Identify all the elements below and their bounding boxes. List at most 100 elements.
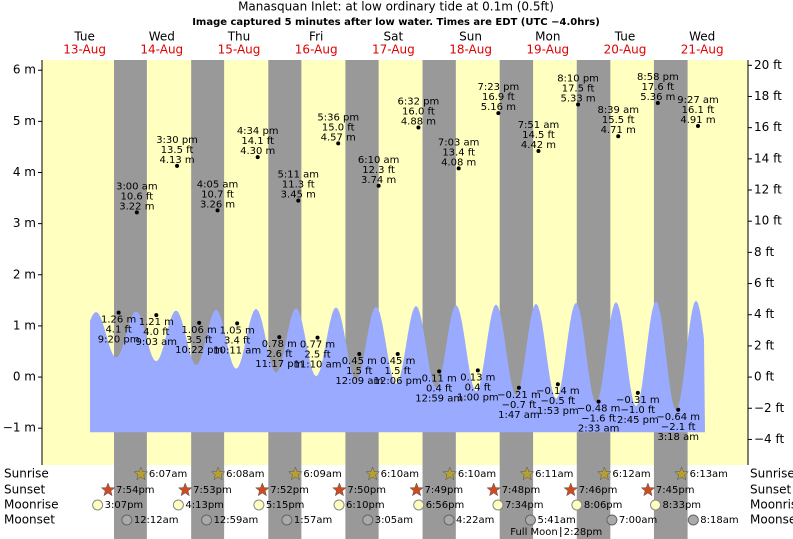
tide-m: 4.88 m	[401, 117, 436, 128]
tide-m: 3.74 m	[361, 175, 396, 186]
tide-point	[197, 320, 202, 325]
tide-m: 0.45 m	[380, 356, 415, 367]
tide-time: 1:00 pm	[457, 392, 499, 403]
sunset-time: 7:50pm	[347, 485, 386, 496]
moonrise-icon	[253, 499, 265, 511]
tide-point	[277, 335, 282, 340]
tide-ft: 16.1 ft	[682, 105, 715, 116]
date: 13-Aug	[63, 43, 106, 57]
sunset-time: 7:46pm	[579, 485, 618, 496]
sunrise-icon	[210, 466, 226, 481]
tide-m: 4.13 m	[159, 155, 194, 166]
sunset-icon	[640, 482, 656, 497]
tide-ft: 13.5 ft	[161, 145, 194, 156]
date: 20-Aug	[604, 43, 647, 57]
tide-time: 4:05 am	[197, 179, 239, 190]
sunset-icon	[409, 482, 424, 497]
sunrise-time: 6:11am	[535, 469, 573, 480]
weekday: Sun	[459, 30, 482, 44]
tide-time: 7:03 am	[438, 137, 480, 148]
moon-phase-time: 2:28pm	[564, 527, 603, 538]
tide-ft: −0.7 ft	[502, 400, 537, 411]
tide-time: 7:51 am	[518, 120, 560, 131]
tide-m: 5.33 m	[560, 93, 595, 104]
y2-tick-label: 8 ft	[754, 245, 774, 259]
tide-point	[296, 198, 301, 203]
row-label-right: Moonrise	[750, 498, 793, 512]
date: 17-Aug	[372, 43, 415, 57]
sunrise-icon	[597, 466, 612, 481]
moonrise-time: 7:34pm	[505, 500, 544, 511]
sunset-time: 7:49pm	[425, 485, 464, 496]
tide-point	[536, 149, 541, 154]
tide-time: 12:09 am	[335, 376, 383, 387]
moonset-icon	[121, 514, 133, 526]
sunrise-time: 6:13am	[690, 469, 728, 480]
tide-m: 3.26 m	[200, 199, 235, 210]
y2-tick-label: 0 ft	[754, 370, 774, 384]
tide-m: 5.36 m	[640, 92, 675, 103]
y2-tick-label: 2 ft	[754, 338, 774, 352]
moonset-icon	[443, 514, 455, 526]
tide-m: 0.11 m	[422, 373, 457, 384]
y2-tick-label: 10 ft	[754, 214, 782, 228]
moonrise-icon	[650, 499, 662, 511]
tide-time: 1:53 pm	[537, 406, 579, 417]
tide-m: 4.08 m	[441, 157, 476, 168]
tide-point	[357, 352, 362, 357]
tide-time: 10:11 am	[213, 345, 261, 356]
sunrise-time: 6:07am	[149, 469, 187, 480]
tide-time: 5:11 am	[278, 170, 320, 181]
date: 14-Aug	[140, 43, 183, 57]
tide-ft: 4.1 ft	[105, 325, 131, 336]
tide-ft: 16.9 ft	[482, 92, 515, 103]
moonset-time: 4:22am	[456, 515, 494, 526]
tide-point	[336, 141, 341, 146]
tide-point	[516, 385, 521, 390]
moonrise-time: 6:56pm	[426, 500, 465, 511]
tide-time: 12:06 pm	[374, 376, 422, 387]
moonrise-time: 3:07pm	[105, 500, 144, 511]
tide-point	[376, 183, 381, 188]
tide-point	[555, 382, 560, 387]
tide-m: 3.22 m	[119, 201, 154, 212]
sunrise-time: 6:09am	[303, 469, 341, 480]
y2-tick-label: 14 ft	[754, 151, 782, 165]
sunset-time: 7:48pm	[502, 485, 541, 496]
date: 21-Aug	[681, 43, 724, 57]
tide-ft: 12.3 ft	[362, 165, 395, 176]
moonrise-time: 6:10pm	[346, 500, 385, 511]
tide-ft: 11.3 ft	[282, 180, 315, 191]
y-tick-label: 1 m	[13, 318, 36, 332]
y-tick-label: 2 m	[13, 267, 36, 281]
tide-ft: 17.5 ft	[562, 83, 595, 94]
sunrise-icon	[133, 466, 149, 481]
y-tick-label: 4 m	[13, 165, 36, 179]
sunrise-time: 6:08am	[226, 469, 264, 480]
tide-m: 4.30 m	[240, 146, 275, 157]
moonrise-time: 4:13pm	[185, 500, 224, 511]
tide-point	[475, 368, 480, 373]
moonset-time: 8:18am	[700, 515, 738, 526]
tide-point	[676, 407, 681, 412]
sunset-icon	[332, 482, 347, 497]
tide-time: 9:27 am	[677, 95, 719, 106]
tide-ft: −1.6 ft	[581, 414, 616, 425]
tide-m: −0.21 m	[497, 390, 541, 401]
tide-m: 0.13 m	[460, 372, 495, 383]
sunset-time: 7:53pm	[193, 485, 232, 496]
tide-ft: 3.5 ft	[186, 335, 212, 346]
sunset-icon	[563, 482, 579, 497]
tide-time: 2:45 pm	[617, 415, 659, 426]
tide-time: 6:32 pm	[398, 97, 440, 108]
tide-curve-shade	[90, 300, 705, 433]
date: 18-Aug	[449, 43, 492, 57]
moonrise-icon	[492, 499, 504, 511]
weekday: Tue	[614, 30, 636, 44]
tide-time: 8:10 pm	[557, 73, 599, 84]
tide-time: 12:59 am	[415, 393, 463, 404]
tide-ft: 0.4 ft	[426, 383, 452, 394]
tide-m: 1.21 m	[139, 317, 174, 328]
weekday: Fri	[309, 30, 323, 44]
